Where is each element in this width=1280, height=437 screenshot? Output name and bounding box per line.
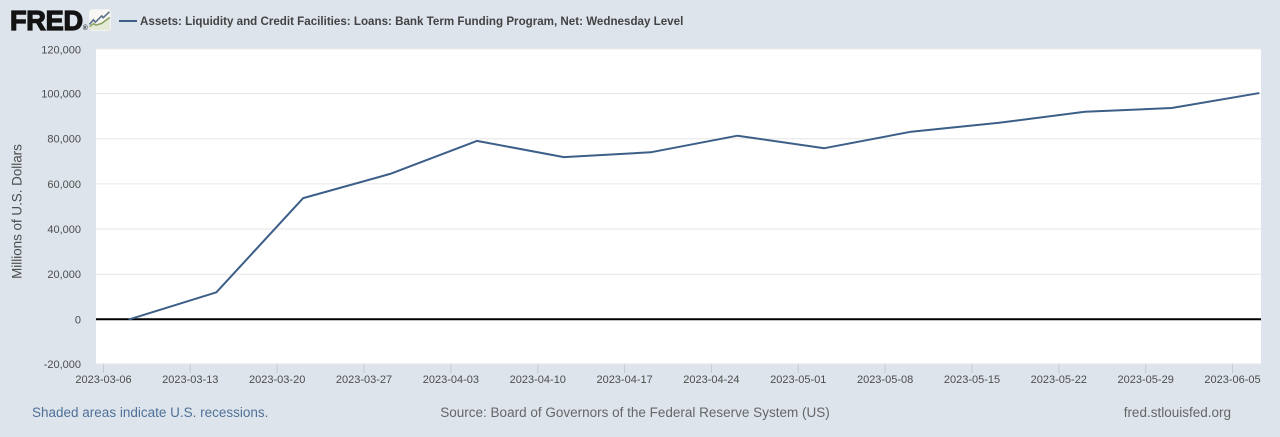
svg-text:2023-03-06: 2023-03-06 (75, 374, 131, 386)
svg-text:2023-03-13: 2023-03-13 (162, 374, 218, 386)
svg-text:-20,000: -20,000 (44, 359, 81, 371)
svg-text:0: 0 (75, 314, 81, 326)
svg-text:2023-04-03: 2023-04-03 (423, 374, 479, 386)
svg-text:2023-05-08: 2023-05-08 (857, 374, 913, 386)
svg-text:20,000: 20,000 (47, 269, 81, 281)
svg-text:100,000: 100,000 (41, 89, 81, 101)
svg-text:2023-06-05: 2023-06-05 (1204, 374, 1260, 386)
svg-text:2023-04-17: 2023-04-17 (596, 374, 652, 386)
svg-text:2023-04-24: 2023-04-24 (683, 374, 739, 386)
svg-text:40,000: 40,000 (47, 224, 81, 236)
svg-text:2023-03-20: 2023-03-20 (249, 374, 305, 386)
svg-text:80,000: 80,000 (47, 134, 81, 146)
svg-text:60,000: 60,000 (47, 179, 81, 191)
svg-text:2023-05-01: 2023-05-01 (770, 374, 826, 386)
svg-text:120,000: 120,000 (41, 44, 81, 56)
svg-text:2023-03-27: 2023-03-27 (336, 374, 392, 386)
svg-text:2023-04-10: 2023-04-10 (510, 374, 566, 386)
svg-text:2023-05-22: 2023-05-22 (1031, 374, 1087, 386)
svg-text:2023-05-15: 2023-05-15 (944, 374, 1000, 386)
svg-text:2023-05-29: 2023-05-29 (1118, 374, 1174, 386)
